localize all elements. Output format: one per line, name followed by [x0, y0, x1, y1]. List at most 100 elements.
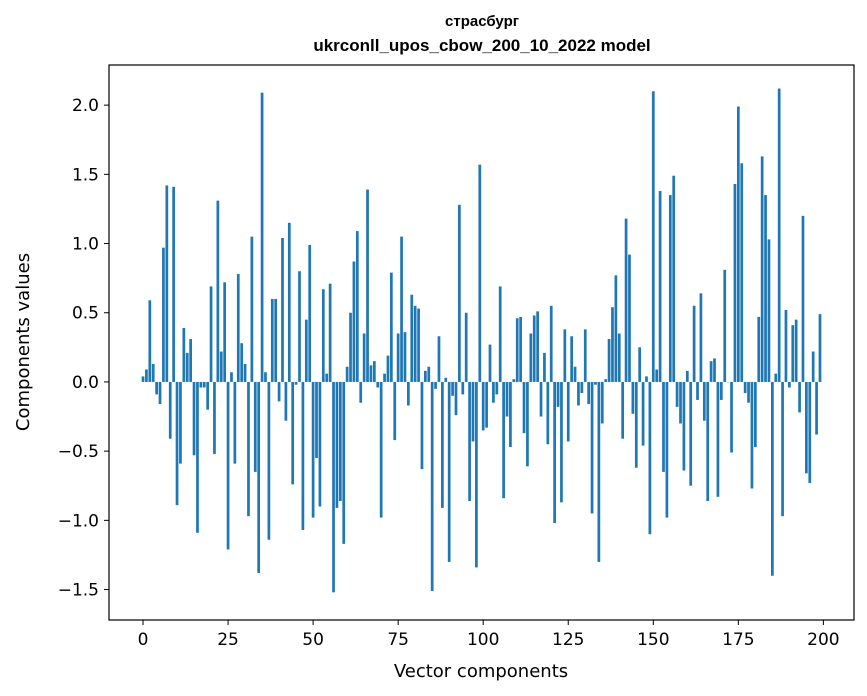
- bar: [798, 381, 801, 413]
- bar: [801, 215, 805, 382]
- bar: [182, 327, 186, 382]
- bar: [713, 358, 716, 382]
- bar: [566, 381, 570, 442]
- bar: [410, 294, 414, 382]
- x-tick-label: 150: [637, 630, 669, 650]
- bar: [658, 190, 662, 382]
- bar: [444, 377, 448, 382]
- bar: [587, 381, 591, 405]
- bar: [471, 381, 475, 442]
- x-tick-label: 50: [302, 630, 324, 650]
- bar: [216, 200, 220, 382]
- bar: [570, 336, 574, 382]
- bar: [396, 333, 400, 382]
- bar: [393, 381, 397, 441]
- bar: [447, 381, 451, 562]
- bar: [536, 311, 539, 382]
- bar: [250, 236, 254, 382]
- bar: [345, 366, 349, 382]
- bar: [383, 373, 386, 382]
- bar: [155, 381, 158, 395]
- bar: [219, 351, 223, 382]
- bar: [563, 329, 567, 382]
- bar: [777, 88, 781, 382]
- bar: [505, 381, 509, 417]
- bar: [532, 315, 536, 382]
- bar: [407, 381, 410, 406]
- bar: [607, 339, 611, 382]
- bar: [311, 381, 315, 518]
- bar: [179, 381, 182, 464]
- y-tick-label: −1.5: [58, 581, 99, 601]
- bar: [236, 273, 240, 382]
- bar: [818, 314, 822, 382]
- bar: [243, 363, 247, 382]
- y-tick-label: 0.0: [72, 373, 99, 393]
- bar: [753, 381, 757, 447]
- bar: [580, 381, 584, 394]
- bar: [546, 381, 550, 445]
- bar: [774, 373, 778, 382]
- bar: [189, 339, 192, 382]
- bar: [645, 376, 648, 382]
- bar: [145, 369, 148, 382]
- bar: [757, 316, 761, 382]
- bar: [747, 381, 750, 403]
- bar: [376, 381, 380, 388]
- bar: [560, 381, 563, 503]
- bar: [526, 381, 529, 467]
- x-axis: 0 25 50 75 100 125 150 175 200: [138, 620, 840, 650]
- bar: [301, 381, 305, 531]
- bar: [430, 381, 434, 591]
- bar: [362, 333, 366, 382]
- bar: [539, 381, 543, 417]
- y-tick-label: 0.5: [72, 304, 99, 324]
- chart-subtitle: ukrconll_upos_cbow_200_10_2022 model: [313, 36, 650, 55]
- bar: [488, 344, 492, 382]
- bar: [543, 352, 546, 382]
- bar: [434, 381, 437, 389]
- bar: [655, 369, 659, 382]
- bar: [400, 236, 403, 382]
- bar: [662, 381, 665, 472]
- bar: [294, 381, 298, 385]
- bar: [298, 271, 301, 382]
- bar: [502, 381, 505, 499]
- bar: [529, 333, 533, 382]
- bar: [226, 381, 230, 550]
- bar: [594, 381, 597, 385]
- bar: [458, 204, 461, 382]
- bar: [355, 231, 359, 382]
- bar: [454, 381, 458, 416]
- bar: [672, 175, 676, 382]
- bar: [264, 372, 267, 382]
- bar: [427, 366, 431, 382]
- bar: [165, 185, 169, 382]
- bar: [308, 244, 312, 382]
- bar: [202, 381, 206, 388]
- bar: [158, 381, 162, 405]
- bar: [335, 381, 339, 508]
- bar: [706, 381, 710, 501]
- bar: [685, 370, 689, 382]
- bar: [213, 381, 216, 454]
- bar: [719, 381, 723, 400]
- bar: [233, 381, 237, 464]
- bar: [522, 381, 526, 434]
- bar: [304, 319, 308, 382]
- bar: [730, 381, 733, 453]
- bar: [784, 309, 788, 382]
- bar: [315, 381, 318, 459]
- bar: [634, 381, 638, 468]
- bar: [281, 238, 284, 382]
- bar: [162, 247, 165, 382]
- bar: [808, 381, 812, 483]
- bar: [498, 286, 502, 382]
- bar: [600, 381, 604, 424]
- bar: [699, 293, 703, 382]
- bar: [628, 254, 631, 382]
- bar: [604, 379, 608, 382]
- y-axis: −1.5 −1.0 −0.5 0.0 0.5 1.0 1.5 2.0: [58, 96, 109, 601]
- bar: [342, 381, 346, 544]
